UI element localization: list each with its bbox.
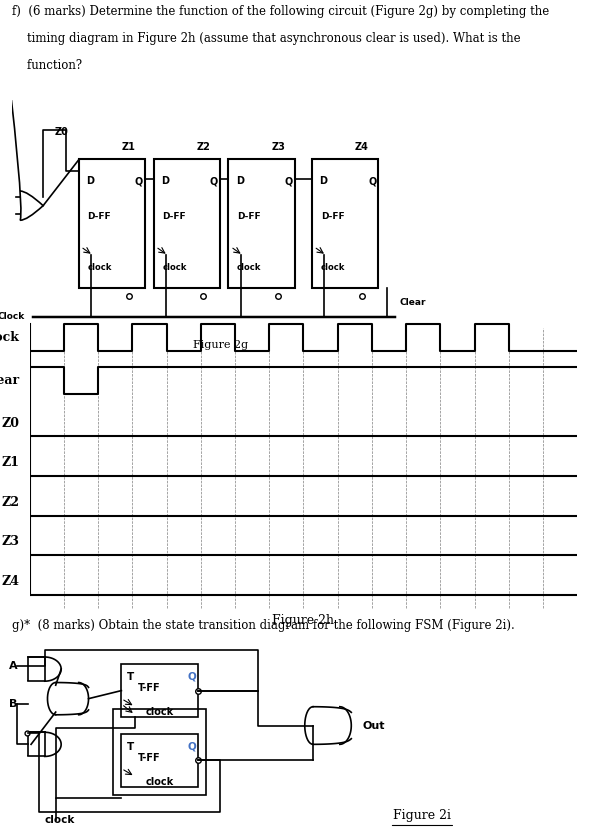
- Text: Q: Q: [187, 672, 196, 682]
- Text: function?: function?: [12, 59, 82, 72]
- Text: clock: clock: [237, 263, 261, 272]
- Text: Z4: Z4: [1, 575, 20, 588]
- Text: Q: Q: [285, 176, 293, 186]
- Text: Clear: Clear: [399, 298, 426, 307]
- Text: Clock: Clock: [0, 313, 24, 321]
- Text: T-FF: T-FF: [137, 752, 160, 762]
- Text: clock: clock: [162, 263, 186, 272]
- Text: D-FF: D-FF: [321, 212, 345, 222]
- Text: D: D: [236, 176, 244, 186]
- Bar: [79, 159, 145, 288]
- Bar: [121, 664, 198, 717]
- Text: D-FF: D-FF: [237, 212, 261, 222]
- Text: D: D: [320, 176, 327, 186]
- Text: clock: clock: [146, 777, 174, 787]
- Text: clock: clock: [321, 263, 345, 272]
- Text: D-FF: D-FF: [87, 212, 111, 222]
- Bar: [312, 159, 378, 288]
- Text: Out: Out: [362, 721, 385, 731]
- Bar: [113, 710, 206, 795]
- Text: D: D: [86, 176, 94, 186]
- Text: Z1: Z1: [121, 142, 136, 152]
- Text: Z2: Z2: [1, 496, 20, 509]
- Text: Z2: Z2: [196, 142, 211, 152]
- Bar: [228, 159, 295, 288]
- Text: Figure 2g: Figure 2g: [193, 340, 248, 350]
- Text: Z1: Z1: [1, 456, 20, 469]
- Text: timing diagram in Figure 2h (assume that asynchronous clear is used). What is th: timing diagram in Figure 2h (assume that…: [12, 32, 521, 45]
- Text: T: T: [127, 742, 134, 752]
- Text: g)*  (8 marks) Obtain the state transition diagram for the following FSM (Figure: g)* (8 marks) Obtain the state transitio…: [12, 619, 515, 633]
- Text: Q: Q: [368, 176, 376, 186]
- Text: A: A: [9, 661, 17, 671]
- Text: Figure 2h: Figure 2h: [273, 614, 334, 628]
- Text: B: B: [9, 699, 17, 709]
- Text: Z3: Z3: [271, 142, 286, 152]
- Text: T-FF: T-FF: [137, 683, 160, 693]
- Text: Z4: Z4: [355, 142, 369, 152]
- Text: Figure 2i: Figure 2i: [393, 809, 452, 823]
- Text: D-FF: D-FF: [162, 212, 186, 222]
- Text: clock: clock: [146, 707, 174, 717]
- Text: T: T: [127, 672, 134, 682]
- Text: clock: clock: [87, 263, 111, 272]
- Text: f)  (6 marks) Determine the function of the following circuit (Figure 2g) by com: f) (6 marks) Determine the function of t…: [12, 5, 549, 18]
- Text: Z3: Z3: [2, 535, 20, 548]
- Text: Q: Q: [187, 742, 196, 752]
- Text: Z0: Z0: [55, 127, 69, 136]
- Text: Q: Q: [210, 176, 218, 186]
- Bar: [154, 159, 220, 288]
- Text: clock: clock: [45, 814, 75, 824]
- Bar: [121, 734, 198, 788]
- Text: clear: clear: [0, 374, 20, 387]
- Text: Q: Q: [135, 176, 143, 186]
- Text: Z0: Z0: [1, 416, 20, 430]
- Text: D: D: [161, 176, 169, 186]
- Text: clock: clock: [0, 331, 20, 344]
